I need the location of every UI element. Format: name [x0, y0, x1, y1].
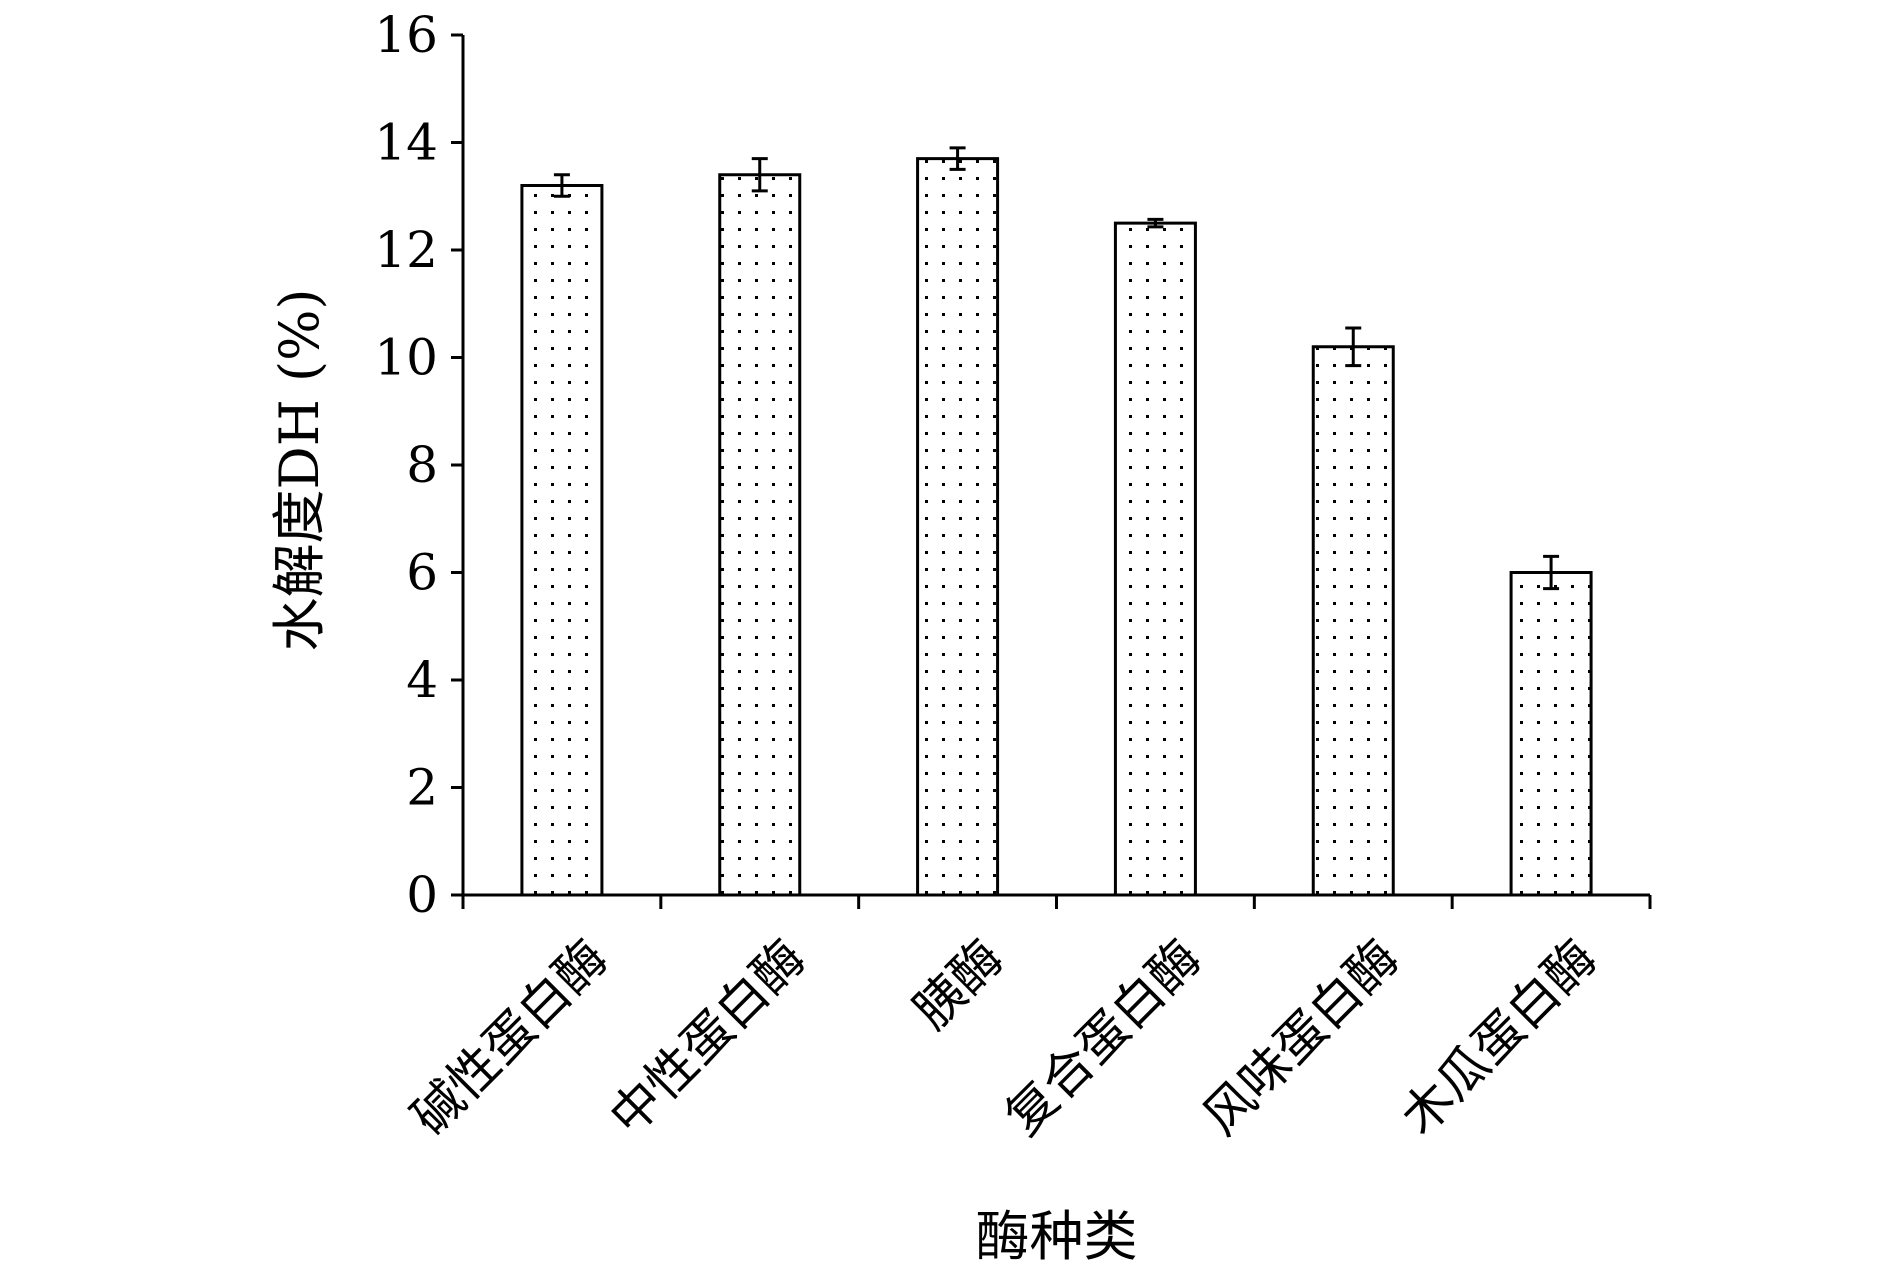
- bar: [1113, 221, 1197, 897]
- x-category-label: 中性蛋白酶: [598, 928, 816, 1146]
- bars: [520, 157, 1593, 897]
- error-bars: [553, 146, 1560, 591]
- y-axis: [451, 33, 465, 897]
- error-bar: [949, 146, 966, 171]
- y-tick-label: 10: [374, 329, 438, 387]
- x-category-label: 碱性蛋白酶: [401, 928, 619, 1146]
- y-tick-label: 4: [406, 651, 438, 709]
- x-axis: [461, 893, 1652, 909]
- x-category-label: 复合蛋白酶: [994, 928, 1212, 1146]
- x-category-label: 胰酶: [902, 928, 1014, 1040]
- error-bar: [553, 173, 570, 198]
- y-tick-label: 0: [406, 866, 438, 924]
- bar: [718, 173, 802, 897]
- y-tick-label: 8: [406, 436, 438, 494]
- y-tick-label: 12: [374, 221, 438, 279]
- x-category-label: 木瓜蛋白酶: [1390, 928, 1608, 1146]
- y-tick-label: 6: [406, 544, 438, 602]
- error-bar: [1147, 217, 1164, 229]
- bar: [916, 157, 1000, 897]
- error-bar: [751, 157, 768, 193]
- error-bar: [1345, 326, 1362, 368]
- y-tick-label: 14: [374, 114, 438, 172]
- y-tick-labels: 0 2 4 6 8 10 12 14 16: [374, 6, 438, 924]
- y-tick-label: 2: [406, 759, 438, 817]
- y-axis-title: 水解度DH (%): [268, 289, 331, 652]
- x-axis-title: 酶种类: [976, 1205, 1138, 1268]
- error-bar: [1543, 554, 1560, 591]
- bar: [1311, 345, 1395, 897]
- bar: [1509, 571, 1593, 897]
- y-tick-label: 16: [374, 6, 438, 64]
- x-category-label: 风味蛋白酶: [1192, 928, 1410, 1146]
- bar: [520, 184, 604, 897]
